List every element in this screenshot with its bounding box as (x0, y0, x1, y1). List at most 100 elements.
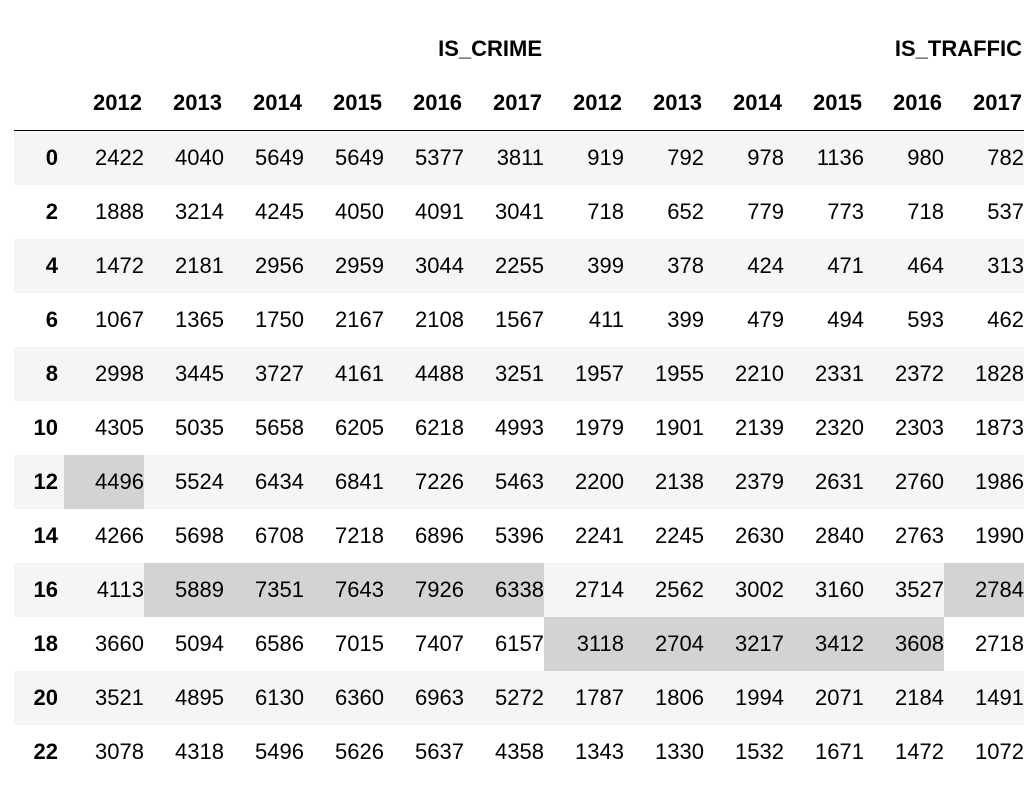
year-header: 2015 (813, 90, 862, 115)
table-cell: 3214 (175, 198, 224, 224)
table-cell: 6130 (255, 684, 304, 710)
row-index-label: 8 (45, 360, 58, 386)
table-cell: 7351 (224, 562, 304, 617)
table-cell: 2255 (495, 252, 544, 278)
table-cell: 2245 (655, 522, 704, 548)
table-cell: 3412 (784, 616, 864, 671)
table-body: 0 2422 4040 5649 5649 5377 3811 919 792 978 1136 98… (14, 130, 1024, 779)
table-cell: 2139 (735, 414, 784, 440)
table-cell: 2210 (735, 360, 784, 386)
table-row: 18 3660 5094 6586 7015 7407 6157 3118 2704 3217 34… (14, 616, 1024, 671)
table-cell: 6708 (255, 522, 304, 548)
table-cell: 1532 (735, 738, 784, 764)
table-cell: 3608 (864, 616, 944, 671)
column-group-label: IS_TRAFFIC (894, 36, 1022, 61)
table-cell: 7926 (384, 562, 464, 617)
row-index-label: 0 (45, 144, 58, 170)
table-cell: 2630 (735, 522, 784, 548)
table-cell: 494 (827, 306, 864, 332)
table-cell: 6963 (415, 684, 464, 710)
year-header: 2017 (493, 90, 542, 115)
table-cell: 1750 (255, 306, 304, 332)
table-cell: 399 (587, 252, 624, 278)
table-cell: 792 (667, 144, 704, 170)
table-cell: 3811 (496, 144, 544, 170)
table-cell: 2320 (815, 414, 864, 440)
table-cell: 2704 (624, 616, 704, 671)
table-cell: 462 (987, 306, 1024, 332)
table-row: 4 1472 2181 2956 2959 3044 2255 399 378 424 471 464… (14, 238, 1024, 293)
table-row: 12 4496 5524 6434 6841 7226 5463 2200 2138 2379 26… (14, 454, 1024, 509)
table-cell: 2763 (895, 522, 944, 548)
table-cell: 1067 (95, 306, 144, 332)
table-cell: 6586 (255, 630, 304, 656)
table-cell: 978 (747, 144, 784, 170)
table-cell: 4113 (96, 576, 144, 602)
table-cell: 7226 (415, 468, 464, 494)
table-cell: 378 (667, 252, 704, 278)
table-row: 0 2422 4040 5649 5649 5377 3811 919 792 978 1136 98… (14, 130, 1024, 185)
table-cell: 7218 (335, 522, 384, 548)
table-cell: 652 (667, 198, 704, 224)
table-cell: 2200 (575, 468, 624, 494)
year-header: 2012 (93, 90, 142, 115)
table-cell: 5649 (255, 144, 304, 170)
table-cell: 1979 (575, 414, 624, 440)
table-cell: 5272 (495, 684, 544, 710)
table-cell: 4091 (415, 198, 464, 224)
table-cell: 1365 (175, 306, 224, 332)
table-cell: 3445 (175, 360, 224, 386)
table-cell: 5463 (495, 468, 544, 494)
table-cell: 593 (907, 306, 944, 332)
row-index-label: 10 (33, 414, 58, 440)
table-cell: 3727 (255, 360, 304, 386)
table-cell: 2956 (255, 252, 304, 278)
table-cell: 1806 (655, 684, 704, 710)
table-cell: 4305 (95, 414, 144, 440)
table-cell: 5698 (175, 522, 224, 548)
year-header: 2013 (653, 90, 702, 115)
year-header: 2014 (253, 90, 302, 115)
table-cell: 3160 (815, 576, 864, 602)
table-cell: 1072 (975, 738, 1024, 764)
table-cell: 1888 (95, 198, 144, 224)
table-cell: 1828 (975, 360, 1024, 386)
table-row: 2 1888 3214 4245 4050 4091 3041 718 652 779 773 718… (14, 184, 1024, 239)
table-cell: 4245 (255, 198, 304, 224)
table-cell: 1136 (816, 144, 864, 170)
row-index-label: 12 (33, 468, 58, 494)
table-cell: 5637 (415, 738, 464, 764)
table-cell: 5094 (175, 630, 224, 656)
year-header: 2015 (333, 90, 382, 115)
table-cell: 6157 (495, 630, 544, 656)
table-cell: 471 (827, 252, 864, 278)
table-cell: 424 (747, 252, 784, 278)
table-cell: 4266 (95, 522, 144, 548)
table-cell: 2959 (335, 252, 384, 278)
table-cell: 2071 (815, 684, 864, 710)
column-group-label: IS_CRIME (438, 36, 542, 61)
table-cell: 718 (907, 198, 944, 224)
table-cell: 6338 (464, 562, 544, 617)
year-header: 2016 (893, 90, 942, 115)
table-cell: 7407 (415, 630, 464, 656)
table-cell: 2331 (815, 360, 864, 386)
table-cell: 6434 (255, 468, 304, 494)
table-cell: 2379 (735, 468, 784, 494)
row-index-label: 4 (45, 252, 58, 278)
table-cell: 2138 (655, 468, 704, 494)
table-cell: 1955 (655, 360, 704, 386)
table-cell: 4496 (64, 454, 144, 509)
table-cell: 4040 (175, 144, 224, 170)
year-header: 2016 (413, 90, 462, 115)
row-index-label: 2 (45, 198, 58, 224)
table-cell: 5649 (335, 144, 384, 170)
table-cell: 3660 (95, 630, 144, 656)
table-row: 14 4266 5698 6708 7218 6896 5396 2241 2245 2630 28… (14, 508, 1024, 563)
table-cell: 411 (588, 306, 624, 332)
table-cell: 7643 (304, 562, 384, 617)
table-cell: 2631 (815, 468, 864, 494)
table-cell: 5035 (175, 414, 224, 440)
row-index-label: 16 (33, 576, 58, 602)
